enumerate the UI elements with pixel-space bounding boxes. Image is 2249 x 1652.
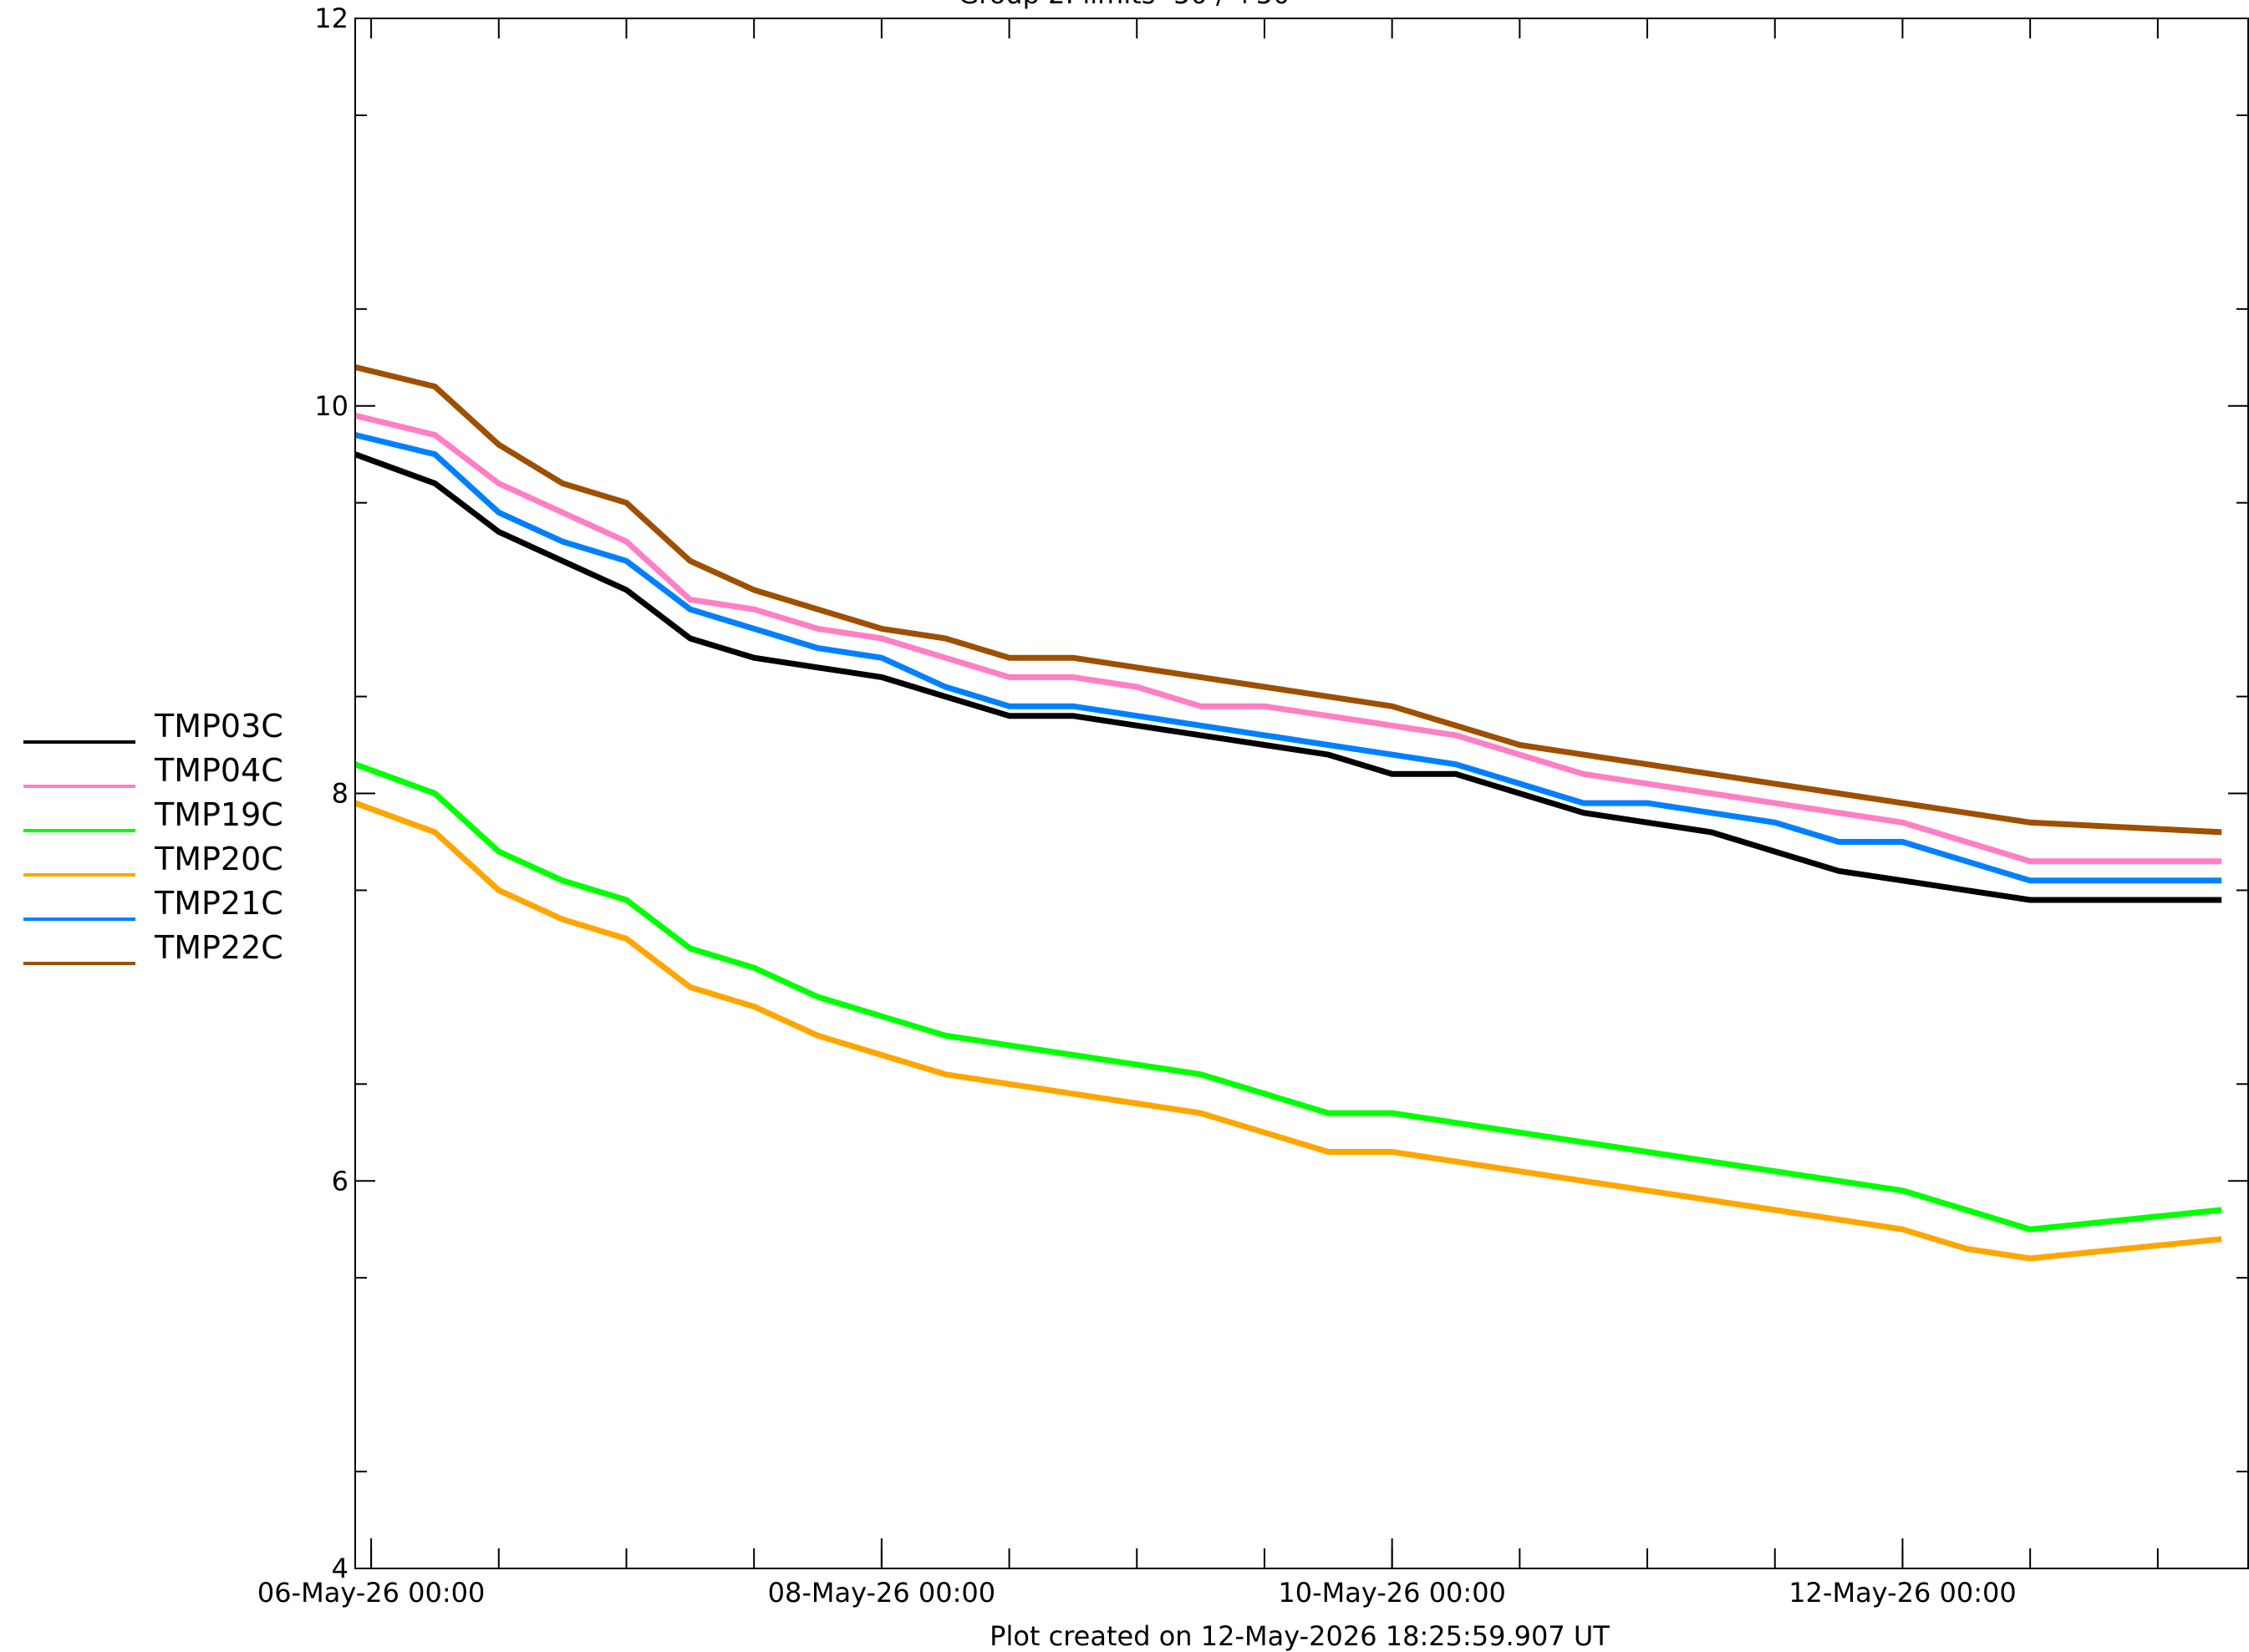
y-tick-label: 12 xyxy=(314,3,349,34)
x-tick-label: 10-May-26 00:00 xyxy=(1278,1577,1506,1609)
axis-layer: 4 6 8 10 12 06-May-26 00:00 08-May-26 00:00 10-… xyxy=(257,3,2248,1609)
y-tick-label: 10 xyxy=(314,390,349,422)
x-tick-label: 08-May-26 00:00 xyxy=(768,1577,996,1609)
x-tick-label: 12-May-26 00:00 xyxy=(1789,1577,2017,1609)
plot-frame xyxy=(354,18,2249,1569)
legend-label: TMP04C xyxy=(154,752,283,789)
y-tick-label: 6 xyxy=(332,1165,349,1197)
legend-label: TMP21C xyxy=(154,885,283,922)
series-line-tmp04c xyxy=(354,412,2222,865)
series-line-tmp22c xyxy=(354,363,2222,836)
chart-title: Group 2: limits -50 / +50 xyxy=(958,0,1290,10)
series-line-tmp21c xyxy=(354,432,2222,884)
series-line-tmp19c xyxy=(354,761,2222,1233)
legend-label: TMP03C xyxy=(154,708,283,745)
series-line-tmp03c xyxy=(354,451,2222,903)
legend-label: TMP19C xyxy=(154,796,283,833)
series-layer xyxy=(354,363,2222,1262)
plot-created-footer: Plot created on 12-May-2026 18:25:59.907… xyxy=(990,1620,1610,1652)
x-tick-label: 06-May-26 00:00 xyxy=(257,1577,486,1609)
series-line-tmp20c xyxy=(354,800,2222,1262)
y-tick-label: 8 xyxy=(332,778,349,810)
legend: TMP03C TMP04C TMP19C TMP20C TMP21C TMP22C xyxy=(23,708,283,966)
legend-label: TMP22C xyxy=(154,929,283,966)
legend-label: TMP20C xyxy=(154,841,283,877)
y-tick-label: 4 xyxy=(332,1553,349,1584)
